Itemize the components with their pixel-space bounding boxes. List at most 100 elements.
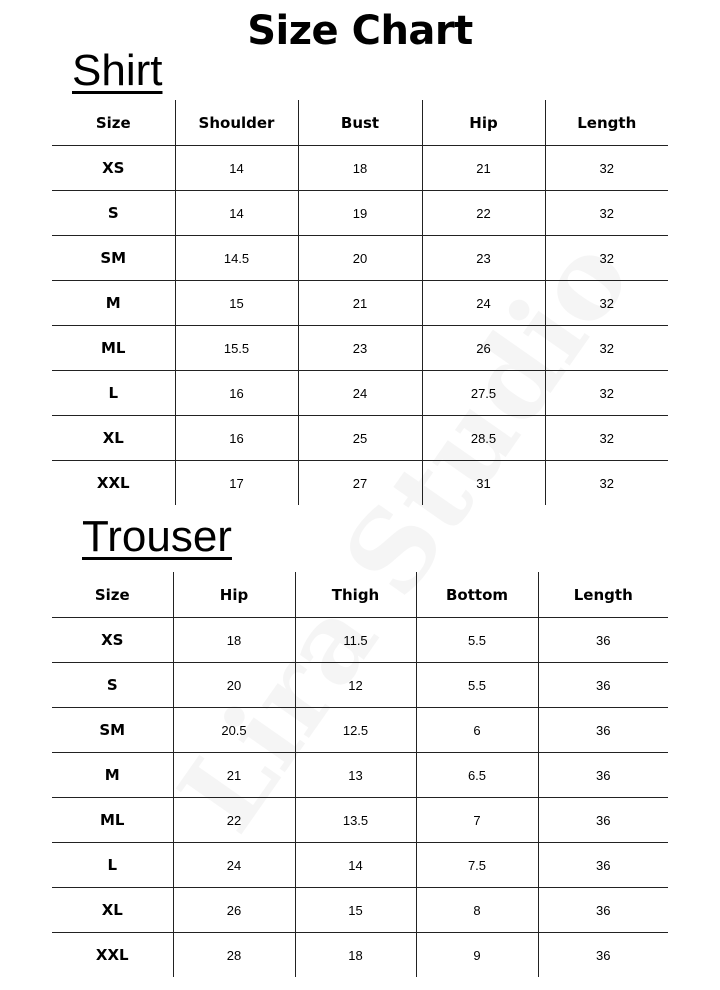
measurement-cell: 31 xyxy=(421,460,545,505)
measurement-cell: 12.5 xyxy=(294,707,416,753)
column-header: Bust xyxy=(297,100,422,146)
measurement-cell: 32 xyxy=(544,280,668,326)
size-cell: S xyxy=(52,190,175,236)
measurement-cell: 23 xyxy=(297,325,422,371)
table-row: XXL 17 27 31 32 xyxy=(52,460,668,505)
measurement-cell: 32 xyxy=(544,235,668,281)
measurement-cell: 15 xyxy=(294,887,416,933)
measurement-cell: 36 xyxy=(537,662,668,708)
table-row: SM 20.5 12.5 6 36 xyxy=(52,707,668,753)
measurement-cell: 32 xyxy=(544,190,668,236)
trouser-heading: Trouser xyxy=(82,512,232,561)
measurement-cell: 15 xyxy=(174,280,298,326)
measurement-cell: 27 xyxy=(297,460,422,505)
table-row: S 14 19 22 32 xyxy=(52,190,668,236)
measurement-cell: 7 xyxy=(415,797,538,843)
measurement-cell: 36 xyxy=(537,707,668,753)
measurement-cell: 14 xyxy=(174,190,298,236)
table-row: L 16 24 27.5 32 xyxy=(52,370,668,416)
size-cell: ML xyxy=(52,325,175,371)
table-row: ML 15.5 23 26 32 xyxy=(52,325,668,371)
measurement-cell: 15.5 xyxy=(174,325,298,371)
table-row: XS 18 11.5 5.5 36 xyxy=(52,617,668,663)
measurement-cell: 27.5 xyxy=(421,370,545,416)
column-header: Hip xyxy=(172,572,295,618)
measurement-cell: 11.5 xyxy=(294,617,416,663)
measurement-cell: 22 xyxy=(172,797,295,843)
measurement-cell: 20.5 xyxy=(172,707,295,753)
measurement-cell: 21 xyxy=(421,145,545,191)
size-cell: L xyxy=(52,370,175,416)
measurement-cell: 16 xyxy=(174,370,298,416)
measurement-cell: 18 xyxy=(297,145,422,191)
size-cell: XXL xyxy=(95,946,129,964)
measurement-cell: 36 xyxy=(537,797,668,843)
measurement-cell: 28 xyxy=(172,932,295,977)
measurement-cell: 6 xyxy=(415,707,538,753)
measurement-cell: 32 xyxy=(544,370,668,416)
size-cell: XL xyxy=(52,415,175,461)
measurement-cell: 9 xyxy=(415,932,538,977)
measurement-cell: 12 xyxy=(294,662,416,708)
size-cell: M xyxy=(52,280,175,326)
column-header: Thigh xyxy=(294,572,416,618)
measurement-cell: 25 xyxy=(297,415,422,461)
column-header: Hip xyxy=(421,100,545,146)
measurement-cell: 21 xyxy=(172,752,295,798)
size-cell: SM xyxy=(52,235,175,281)
column-header: Size xyxy=(52,100,175,146)
measurement-cell: 17 xyxy=(174,460,298,505)
size-cell: M xyxy=(52,752,173,798)
measurement-cell: 36 xyxy=(537,617,668,663)
size-cell: XL xyxy=(52,887,173,933)
size-cell: L xyxy=(52,842,173,888)
measurement-cell: 36 xyxy=(537,752,668,798)
table-row: M 21 13 6.5 36 xyxy=(52,752,668,798)
column-header: Bottom xyxy=(415,572,538,618)
measurement-cell: 5.5 xyxy=(415,662,538,708)
size-cell: S xyxy=(52,662,173,708)
measurement-cell: 20 xyxy=(297,235,422,281)
measurement-cell: 32 xyxy=(544,415,668,461)
table-row: XS 14 18 21 32 xyxy=(52,145,668,191)
measurement-cell: 18 xyxy=(294,932,416,977)
shirt-heading: Shirt xyxy=(72,46,163,95)
measurement-cell: 23 xyxy=(421,235,545,281)
column-header: Length xyxy=(544,100,668,146)
shirt-size-table: Size Shoulder Bust Hip Length XS 14 18 21 32 S 14 19… xyxy=(52,100,668,505)
measurement-cell: 24 xyxy=(172,842,295,888)
measurement-cell: 14 xyxy=(294,842,416,888)
page-title: Size Chart xyxy=(247,8,473,54)
size-cell: SM xyxy=(52,707,173,753)
measurement-cell: 32 xyxy=(544,145,668,191)
table-row: XL 16 25 28.5 32 xyxy=(52,415,668,461)
table-row: M 15 21 24 32 xyxy=(52,280,668,326)
measurement-cell: 7.5 xyxy=(415,842,538,888)
size-cell: XXL xyxy=(96,474,130,492)
measurement-cell: 32 xyxy=(544,460,668,505)
measurement-cell: 5.5 xyxy=(415,617,538,663)
measurement-cell: 36 xyxy=(537,932,668,977)
table-row: XL 26 15 8 36 xyxy=(52,887,668,933)
size-cell: XS xyxy=(52,617,173,663)
table-row: L 24 14 7.5 36 xyxy=(52,842,668,888)
measurement-cell: 22 xyxy=(421,190,545,236)
measurement-cell: 16 xyxy=(174,415,298,461)
column-header: Size xyxy=(52,572,173,618)
measurement-cell: 13.5 xyxy=(294,797,416,843)
measurement-cell: 14 xyxy=(174,145,298,191)
measurement-cell: 8 xyxy=(415,887,538,933)
table-row: ML 22 13.5 7 36 xyxy=(52,797,668,843)
measurement-cell: 36 xyxy=(537,842,668,888)
measurement-cell: 19 xyxy=(297,190,422,236)
header-row: Size Shoulder Bust Hip Length xyxy=(52,100,668,146)
size-cell: XS xyxy=(52,145,175,191)
measurement-cell: 36 xyxy=(537,887,668,933)
measurement-cell: 13 xyxy=(294,752,416,798)
measurement-cell: 14.5 xyxy=(174,235,298,281)
measurement-cell: 6.5 xyxy=(415,752,538,798)
measurement-cell: 26 xyxy=(421,325,545,371)
size-cell: ML xyxy=(52,797,173,843)
table-row: XXL 28 18 9 36 xyxy=(52,932,668,977)
measurement-cell: 18 xyxy=(172,617,295,663)
